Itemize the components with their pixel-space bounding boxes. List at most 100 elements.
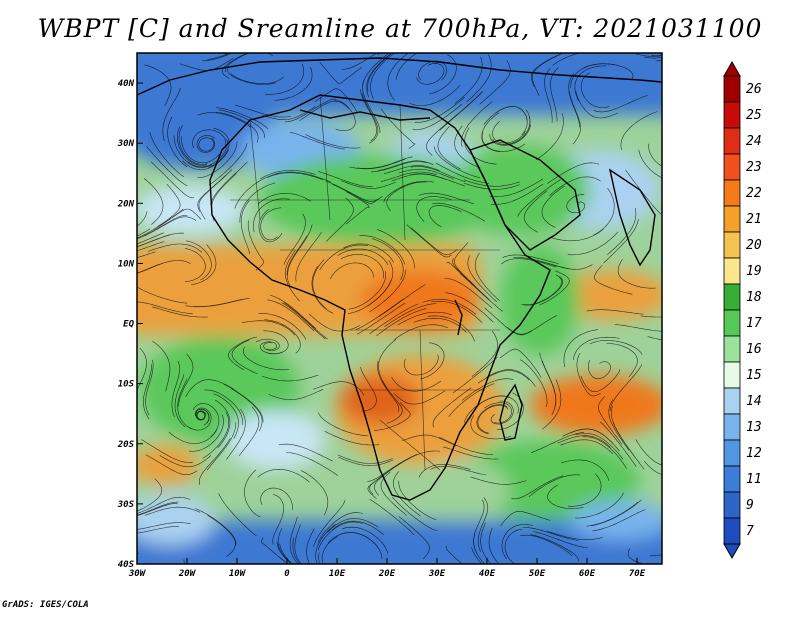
streamline xyxy=(272,494,284,545)
streamline xyxy=(480,522,492,564)
colorbar-swatch xyxy=(723,413,741,441)
colorbar-label: 7 xyxy=(746,524,754,539)
streamline xyxy=(523,190,548,233)
streamline xyxy=(640,315,662,318)
streamline xyxy=(428,205,462,228)
streamline xyxy=(566,194,585,214)
colorbar-swatch xyxy=(723,205,741,233)
streamline xyxy=(287,224,313,276)
streamline xyxy=(592,509,646,532)
streamline xyxy=(137,211,148,227)
streamline xyxy=(159,455,212,468)
streamline xyxy=(530,534,580,562)
streamline xyxy=(582,436,627,469)
streamline xyxy=(343,243,394,263)
streamline xyxy=(345,191,370,225)
streamline xyxy=(318,552,321,564)
streamline xyxy=(471,330,499,377)
streamline xyxy=(230,388,263,432)
streamline xyxy=(541,185,565,228)
streamline xyxy=(145,454,198,475)
streamline xyxy=(539,352,556,407)
streamline xyxy=(221,53,250,79)
streamline xyxy=(600,421,637,467)
streamline xyxy=(202,411,230,459)
colorbar-label: 13 xyxy=(746,420,762,435)
streamline xyxy=(627,548,647,564)
streamline xyxy=(547,162,600,184)
streamline xyxy=(295,231,322,282)
streamline xyxy=(137,552,140,554)
streamline xyxy=(499,348,542,378)
streamline xyxy=(145,359,154,416)
streamline xyxy=(470,414,512,440)
streamline xyxy=(544,68,553,123)
streamline xyxy=(230,73,284,84)
streamline xyxy=(268,389,324,401)
colorbar-label: 9 xyxy=(746,498,754,513)
streamline xyxy=(490,400,514,425)
lat-tick-label: 40S xyxy=(118,560,135,570)
colorbar-swatch xyxy=(723,231,741,259)
colorbar-swatch xyxy=(723,491,741,519)
streamline xyxy=(398,516,430,560)
streamline xyxy=(477,404,509,434)
streamline xyxy=(597,396,623,445)
streamline xyxy=(337,248,389,266)
streamline xyxy=(521,276,564,306)
colorbar-label: 15 xyxy=(746,368,762,383)
streamline xyxy=(198,174,227,220)
streamline xyxy=(422,299,477,315)
streamline xyxy=(218,109,265,139)
streamline xyxy=(452,258,490,301)
lat-tick-label: 30S xyxy=(117,500,135,510)
lon-tick-label: 20W xyxy=(178,569,197,579)
streamline xyxy=(275,171,332,183)
streamline xyxy=(283,213,306,265)
streamline xyxy=(324,430,380,446)
streamline xyxy=(539,270,570,306)
streamline xyxy=(557,435,611,448)
streamline xyxy=(338,532,383,560)
streamline xyxy=(270,295,317,329)
streamline xyxy=(369,269,407,313)
streamline xyxy=(576,352,601,397)
colorbar-label: 14 xyxy=(746,394,762,409)
streamline xyxy=(258,209,283,243)
lon-tick-label: 30E xyxy=(428,569,446,579)
lon-tick-label: 70E xyxy=(629,569,646,579)
streamline xyxy=(513,257,570,269)
streamline xyxy=(141,439,193,463)
streamline xyxy=(238,406,260,457)
streamline xyxy=(223,383,264,423)
streamline xyxy=(572,336,620,361)
streamline xyxy=(381,171,437,182)
streamline xyxy=(257,193,311,205)
streamline xyxy=(321,536,338,564)
streamline xyxy=(360,366,377,412)
streamline xyxy=(143,178,164,225)
streamline xyxy=(319,62,363,84)
streamline xyxy=(274,67,313,101)
streamline xyxy=(357,156,413,169)
streamline xyxy=(502,254,559,264)
streamline xyxy=(300,470,329,516)
streamline xyxy=(591,499,642,527)
streamline xyxy=(186,240,212,281)
streamline xyxy=(416,196,452,223)
colorbar-label: 23 xyxy=(746,160,762,175)
streamline xyxy=(253,198,290,232)
streamline xyxy=(393,390,446,405)
streamline xyxy=(418,464,471,478)
streamline xyxy=(340,180,396,189)
streamline xyxy=(445,545,463,564)
streamline xyxy=(625,169,662,215)
streamline xyxy=(488,527,500,564)
streamline xyxy=(431,300,483,323)
streamline xyxy=(612,421,645,470)
streamline xyxy=(378,339,397,389)
streamline xyxy=(142,364,152,420)
streamline xyxy=(157,183,181,227)
colorbar-swatch xyxy=(723,283,741,311)
colorbar-label: 24 xyxy=(746,134,762,149)
